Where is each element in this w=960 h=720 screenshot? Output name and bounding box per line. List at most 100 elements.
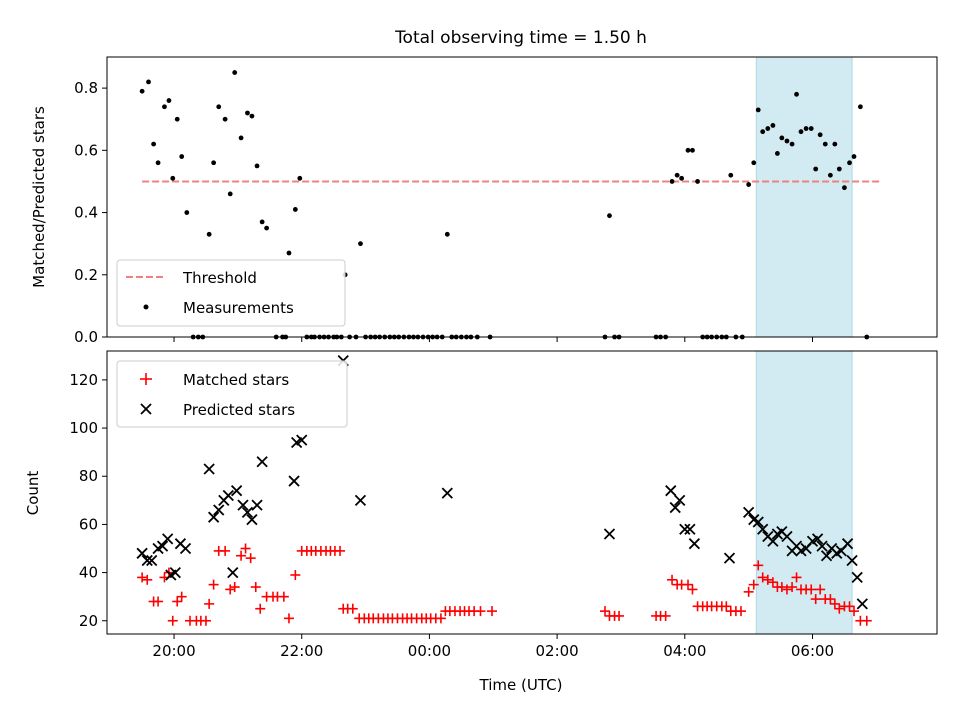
top-ylabel: Matched/Predicted stars xyxy=(30,106,48,288)
matched-star-point xyxy=(475,606,486,617)
measurement-point xyxy=(779,135,785,141)
legend-matched-label: Matched stars xyxy=(183,371,289,389)
y-tick-label: 0.0 xyxy=(74,328,98,346)
measurement-point xyxy=(794,91,799,97)
matched-star-point xyxy=(767,577,778,588)
predicted-star-point xyxy=(179,542,192,555)
predicted-star-point xyxy=(354,494,367,506)
measurement-point xyxy=(151,141,157,147)
matched-star-point xyxy=(600,606,610,617)
bottom-axes-frame xyxy=(106,350,938,635)
predicted-star-point xyxy=(227,566,239,579)
measurement-point xyxy=(216,104,222,110)
measurement-point xyxy=(685,147,691,153)
predicted-star-point xyxy=(441,487,453,499)
predicted-star-point xyxy=(851,571,863,584)
measurement-point xyxy=(832,141,838,147)
matched-star-point xyxy=(167,615,178,626)
observing-window-span xyxy=(755,56,853,338)
predicted-star-point xyxy=(230,485,243,497)
bottom-panel: 20 40 60 80 100 120 20:00 22:00 00:00 02:00 04:00… xyxy=(24,350,938,694)
matched-star-point xyxy=(667,574,678,585)
predicted-star-point xyxy=(237,499,249,511)
measurement-point xyxy=(765,126,771,131)
top-legend: Threshold Measurements xyxy=(116,259,346,327)
legend-predicted-swatch xyxy=(140,403,152,415)
matched-star-point xyxy=(687,584,698,595)
measurement-point xyxy=(607,213,612,219)
measurement-point xyxy=(297,175,303,181)
y-tick-label: 100 xyxy=(69,419,98,437)
matched-star-point xyxy=(815,584,826,595)
measurement-point xyxy=(679,175,685,181)
matched-star-point xyxy=(153,596,164,607)
predicted-star-point xyxy=(241,506,254,519)
predicted-star-point xyxy=(781,530,793,543)
matched-star-point xyxy=(220,545,231,556)
matched-star-point xyxy=(791,572,802,583)
matched-star-point xyxy=(683,579,693,590)
matched-star-point xyxy=(806,584,817,595)
observing-window-span xyxy=(755,350,853,635)
matched-star-point xyxy=(250,582,261,593)
predicted-star-point xyxy=(679,523,691,535)
predicted-star-point xyxy=(723,552,736,564)
matched-star-point xyxy=(810,594,821,605)
measurement-point xyxy=(813,166,819,172)
measurement-point xyxy=(755,107,761,113)
measurement-point xyxy=(836,166,842,172)
measurement-point xyxy=(206,231,212,237)
y-tick-label: 80 xyxy=(79,467,98,485)
measurement-point xyxy=(211,160,217,166)
measurement-point xyxy=(259,219,265,225)
matched-star-point xyxy=(844,601,855,612)
predicted-star-point xyxy=(669,501,681,514)
predicted-star-point xyxy=(288,475,300,487)
measurement-point xyxy=(774,151,780,156)
predicted-star-point xyxy=(141,554,153,567)
predicted-star-point xyxy=(203,463,215,475)
predicted-star-point xyxy=(846,554,858,567)
measurement-point xyxy=(358,241,363,247)
predicted-star-point xyxy=(222,489,234,502)
matched-star-point xyxy=(834,603,845,614)
predicted-star-point xyxy=(156,540,169,552)
predicted-star-point xyxy=(816,540,828,552)
measurement-point xyxy=(746,182,752,187)
measurement-point xyxy=(669,179,675,184)
x-tick-label: 20:00 xyxy=(152,642,195,660)
matched-star-point xyxy=(753,560,764,571)
top-axes-frame xyxy=(106,56,938,338)
chart-title: Total observing time = 1.50 h xyxy=(394,28,647,48)
y-tick-label: 0.6 xyxy=(74,141,98,159)
predicted-star-point xyxy=(665,485,677,497)
matched-star-point xyxy=(849,606,859,617)
measurement-point xyxy=(292,207,298,212)
matched-star-point xyxy=(290,569,301,580)
matched-star-point xyxy=(172,596,183,607)
predicted-star-point xyxy=(162,533,174,545)
x-tick-label: 22:00 xyxy=(280,642,323,660)
measurement-point xyxy=(751,160,757,166)
predicted-star-point xyxy=(684,523,696,535)
measurement-point xyxy=(238,135,244,141)
measurement-point xyxy=(760,129,766,135)
matched-star-point xyxy=(255,603,266,614)
y-tick-label: 0.4 xyxy=(74,204,98,222)
predicted-star-point xyxy=(767,535,779,547)
legend-measurement-swatch xyxy=(143,304,149,310)
predicted-star-point xyxy=(757,523,769,535)
matched-star-point xyxy=(486,606,497,617)
legend-predicted-label: Predicted stars xyxy=(183,401,295,419)
predicted-star-point xyxy=(246,513,258,526)
matched-star-point xyxy=(200,615,211,626)
predicted-star-point xyxy=(811,533,824,545)
matched-star-point xyxy=(829,598,840,609)
legend-threshold-label: Threshold xyxy=(182,269,257,287)
x-axis-label: Time (UTC) xyxy=(479,676,563,694)
measurement-point xyxy=(808,126,814,131)
matched-star-point xyxy=(204,598,215,609)
measurement-point xyxy=(146,79,151,85)
y-tick-label: 0.2 xyxy=(74,266,98,284)
